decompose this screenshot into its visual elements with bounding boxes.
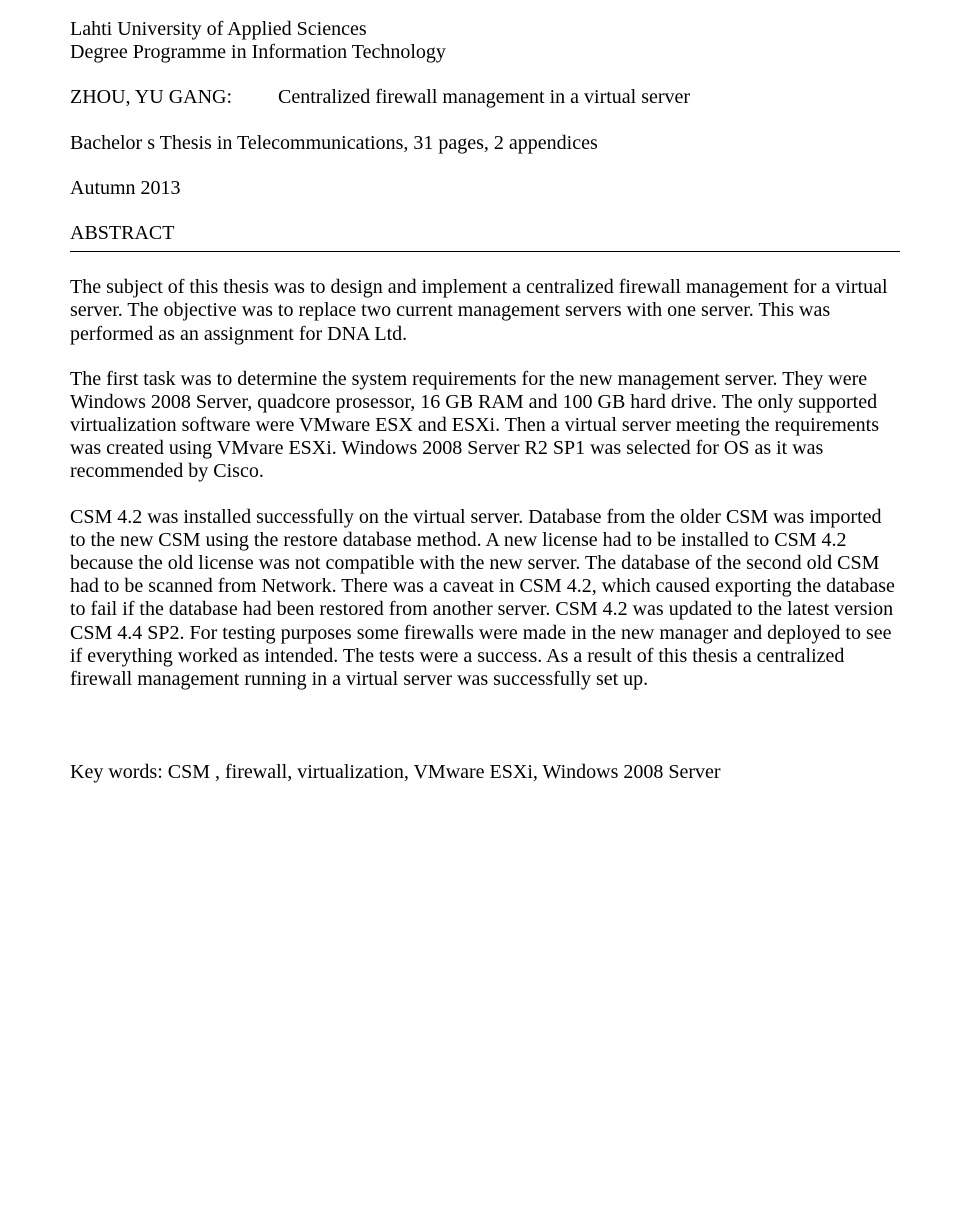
term-line: Autumn 2013 bbox=[70, 177, 900, 200]
abstract-heading: ABSTRACT bbox=[70, 222, 900, 245]
keywords-line: Key words: CSM , firewall, virtualizatio… bbox=[70, 761, 900, 784]
thesis-meta-line: Bachelor s Thesis in Telecommunications,… bbox=[70, 132, 900, 155]
abstract-divider bbox=[70, 251, 900, 252]
author-label: ZHOU, YU GANG: bbox=[70, 86, 232, 109]
author-title-row: ZHOU, YU GANG: Centralized firewall mana… bbox=[70, 86, 900, 109]
abstract-paragraph-1: The subject of this thesis was to design… bbox=[70, 276, 900, 346]
abstract-paragraph-2: The first task was to determine the syst… bbox=[70, 368, 900, 484]
abstract-paragraph-3: CSM 4.2 was installed successfully on th… bbox=[70, 506, 900, 692]
thesis-title: Centralized firewall management in a vir… bbox=[278, 86, 900, 109]
institution-line: Lahti University of Applied Sciences bbox=[70, 18, 900, 41]
programme-line: Degree Programme in Information Technolo… bbox=[70, 41, 900, 64]
